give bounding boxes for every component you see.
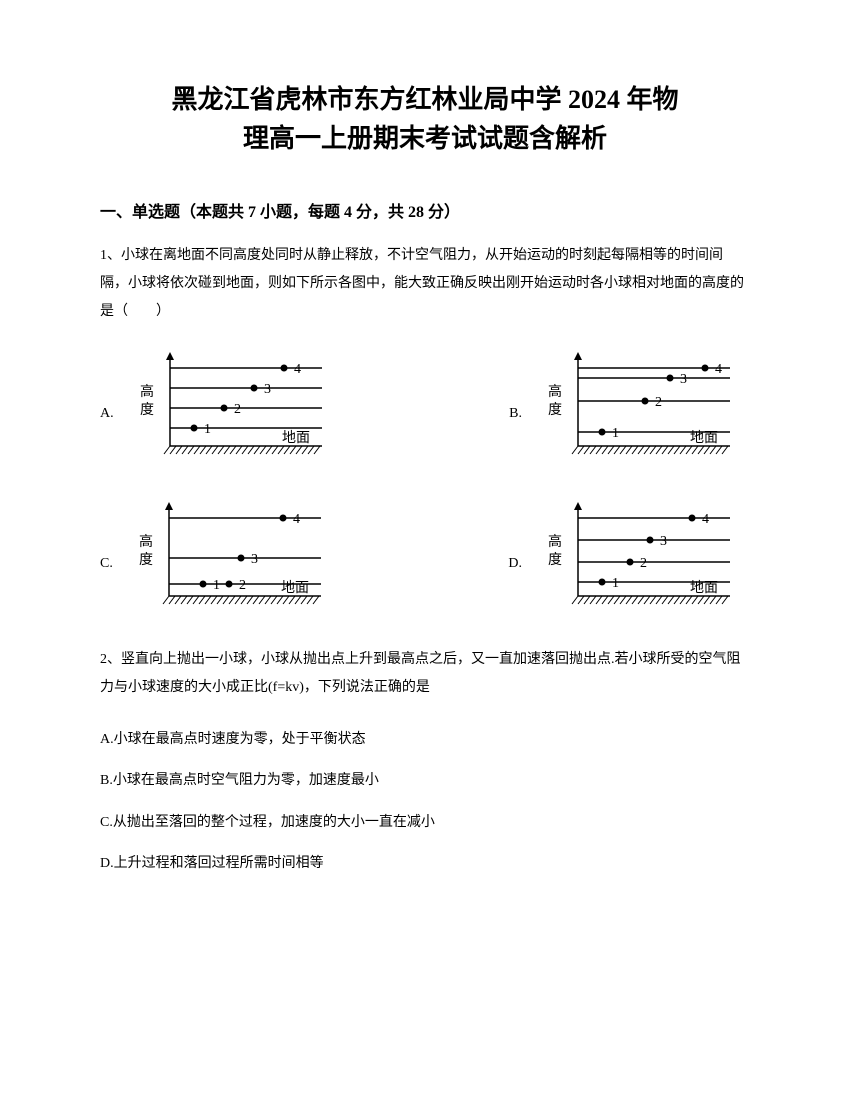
- svg-text:1: 1: [213, 578, 220, 593]
- q2-option-a: A.小球在最高点时速度为零，处于平衡状态: [100, 722, 750, 758]
- diagrams-row-2: C. 1234高度地面 D. 1234高度地面: [100, 496, 750, 631]
- option-a-label: A.: [100, 406, 114, 422]
- option-d-label: D.: [508, 556, 522, 572]
- svg-text:度: 度: [139, 552, 153, 568]
- title-line-2: 理高一上册期末考试试题含解析: [100, 119, 750, 158]
- diagram-c: 1 23 4 高度地面: [121, 496, 341, 631]
- diagram-d: 1 23 4 高度地面: [530, 496, 750, 631]
- svg-text:地面: 地面: [282, 430, 310, 446]
- svg-text:2: 2: [655, 395, 662, 410]
- svg-text:4: 4: [715, 362, 722, 377]
- diagrams-row-1: A. 1234高度地面 B. 1234高度地面: [100, 346, 750, 481]
- svg-text:2: 2: [234, 402, 241, 417]
- q2-option-b: B.小球在最高点时空气阻力为零，加速度最小: [100, 763, 750, 799]
- svg-text:3: 3: [680, 372, 687, 387]
- svg-text:高: 高: [140, 383, 154, 400]
- svg-text:4: 4: [702, 512, 709, 527]
- svg-text:高: 高: [548, 383, 562, 400]
- option-b-label: B.: [509, 406, 522, 422]
- svg-text:2: 2: [640, 556, 647, 571]
- svg-text:1: 1: [204, 422, 211, 437]
- diagram-item-c: C. 1 23 4 高度地面: [100, 496, 341, 631]
- svg-text:高: 高: [548, 533, 562, 550]
- svg-text:4: 4: [294, 362, 301, 377]
- diagram-item-a: A. 1 2 3 4 高度地面: [100, 346, 342, 481]
- page-title: 黑龙江省虎林市东方红林业局中学 2024 年物 理高一上册期末考试试题含解析: [100, 80, 750, 158]
- section-1-header: 一、单选题（本题共 7 小题，每题 4 分，共 28 分）: [100, 198, 750, 222]
- diagram-a: 1 2 3 4 高度地面: [122, 346, 342, 481]
- svg-text:地面: 地面: [281, 580, 309, 596]
- svg-text:高: 高: [139, 533, 153, 550]
- diagram-b: 1 2 3 4 高度地面: [530, 346, 750, 481]
- svg-text:1: 1: [612, 576, 619, 591]
- svg-text:3: 3: [264, 382, 271, 397]
- svg-text:4: 4: [293, 512, 300, 527]
- diagram-item-b: B. 1 2 3 4 高度地面: [509, 346, 750, 481]
- svg-text:1: 1: [612, 426, 619, 441]
- option-c-label: C.: [100, 556, 113, 572]
- question-2: 2、竖直向上抛出一小球，小球从抛出点上升到最高点之后，又一直加速落回抛出点.若小…: [100, 646, 750, 702]
- svg-text:地面: 地面: [690, 430, 718, 446]
- question-1: 1、小球在离地面不同高度处同时从静止释放，不计空气阻力，从开始运动的时刻起每隔相…: [100, 242, 750, 326]
- svg-text:3: 3: [251, 552, 258, 567]
- diagram-item-d: D. 1 23 4 高度地面: [508, 496, 750, 631]
- svg-text:度: 度: [140, 402, 154, 418]
- svg-text:度: 度: [548, 402, 562, 418]
- q2-option-c: C.从抛出至落回的整个过程，加速度的大小一直在减小: [100, 805, 750, 841]
- svg-text:地面: 地面: [690, 580, 718, 596]
- title-line-1: 黑龙江省虎林市东方红林业局中学 2024 年物: [100, 80, 750, 119]
- svg-text:度: 度: [548, 552, 562, 568]
- q2-option-d: D.上升过程和落回过程所需时间相等: [100, 846, 750, 882]
- svg-text:3: 3: [660, 534, 667, 549]
- svg-text:2: 2: [239, 578, 246, 593]
